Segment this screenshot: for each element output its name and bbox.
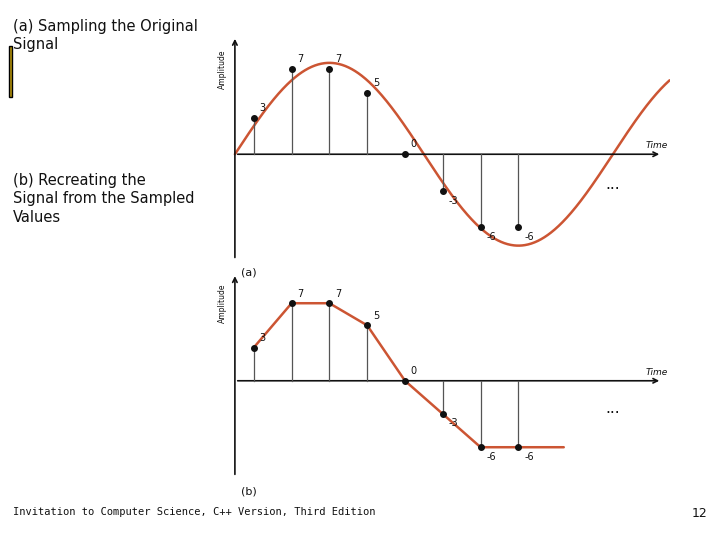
Text: 3: 3 [259,103,266,113]
Text: ...: ... [606,401,620,416]
Text: (a): (a) [241,267,257,278]
Text: ...: ... [606,177,620,192]
Text: 5: 5 [373,311,379,321]
Text: -6: -6 [524,451,534,462]
Text: 3: 3 [259,333,266,343]
Text: 7: 7 [335,54,341,64]
Text: 7: 7 [335,289,341,299]
Text: 7: 7 [297,289,304,299]
Text: (a) Sampling the Original
Signal: (a) Sampling the Original Signal [13,19,198,52]
Text: 7: 7 [297,54,304,64]
Text: 12: 12 [691,507,707,519]
Text: -6: -6 [486,232,496,242]
Text: Invitation to Computer Science, C++ Version, Third Edition: Invitation to Computer Science, C++ Vers… [13,507,375,517]
Text: -3: -3 [449,418,458,428]
Text: -6: -6 [524,232,534,242]
Text: Amplitude: Amplitude [218,284,228,323]
Text: Time: Time [645,368,667,377]
Text: 0: 0 [410,139,417,150]
Text: 0: 0 [410,366,417,376]
Text: -3: -3 [449,195,458,206]
Text: 5: 5 [373,78,379,89]
Text: (b) Recreating the
Signal from the Sampled
Values: (b) Recreating the Signal from the Sampl… [13,173,194,225]
Text: (b): (b) [241,486,257,496]
Text: Time: Time [645,141,667,150]
Text: Amplitude: Amplitude [218,49,228,89]
Text: -6: -6 [486,451,496,462]
